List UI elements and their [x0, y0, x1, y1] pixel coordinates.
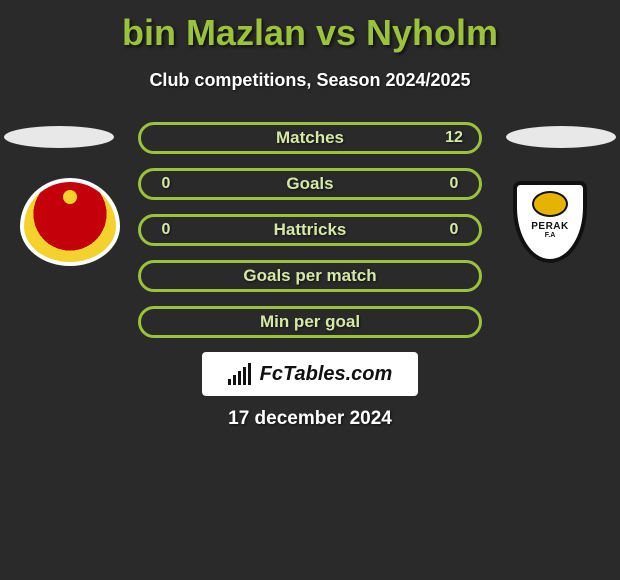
- stat-label: Goals: [179, 174, 441, 194]
- page-title: bin Mazlan vs Nyholm: [0, 0, 620, 54]
- stat-label: Matches: [179, 128, 441, 148]
- stat-row-goals-per-match: Goals per match: [138, 260, 482, 292]
- stat-row-matches: Matches 12: [138, 122, 482, 154]
- player-left-avatar-placeholder: [4, 126, 114, 148]
- stats-list: Matches 12 0 Goals 0 0 Hattricks 0 Goals…: [138, 122, 482, 338]
- branding-text: FcTables.com: [260, 363, 393, 386]
- shield-icon: PERAK F.A: [500, 178, 600, 266]
- stat-row-min-per-goal: Min per goal: [138, 306, 482, 338]
- stat-right-value: 0: [441, 175, 467, 193]
- stat-label: Hattricks: [179, 220, 441, 240]
- crest-right-sublabel: F.A: [545, 232, 556, 239]
- crest-right-label: PERAK: [531, 221, 569, 232]
- crest-inner-dot-icon: [63, 190, 77, 204]
- club-crest-left: [20, 178, 120, 266]
- stat-label: Goals per match: [179, 266, 441, 286]
- stat-row-goals: 0 Goals 0: [138, 168, 482, 200]
- footer-date: 17 december 2024: [228, 408, 392, 430]
- shield-icon: [20, 178, 120, 266]
- branding-badge: FcTables.com: [202, 352, 418, 396]
- bar-chart-icon: [228, 363, 254, 385]
- stat-right-value: 12: [441, 129, 467, 147]
- page-subtitle: Club competitions, Season 2024/2025: [0, 70, 620, 91]
- stat-left-value: 0: [153, 175, 179, 193]
- player-right-avatar-placeholder: [506, 126, 616, 148]
- club-crest-right: PERAK F.A: [500, 178, 600, 266]
- stat-row-hattricks: 0 Hattricks 0: [138, 214, 482, 246]
- stat-left-value: 0: [153, 221, 179, 239]
- tiger-badge-icon: [532, 191, 568, 217]
- stat-right-value: 0: [441, 221, 467, 239]
- stat-label: Min per goal: [179, 312, 441, 332]
